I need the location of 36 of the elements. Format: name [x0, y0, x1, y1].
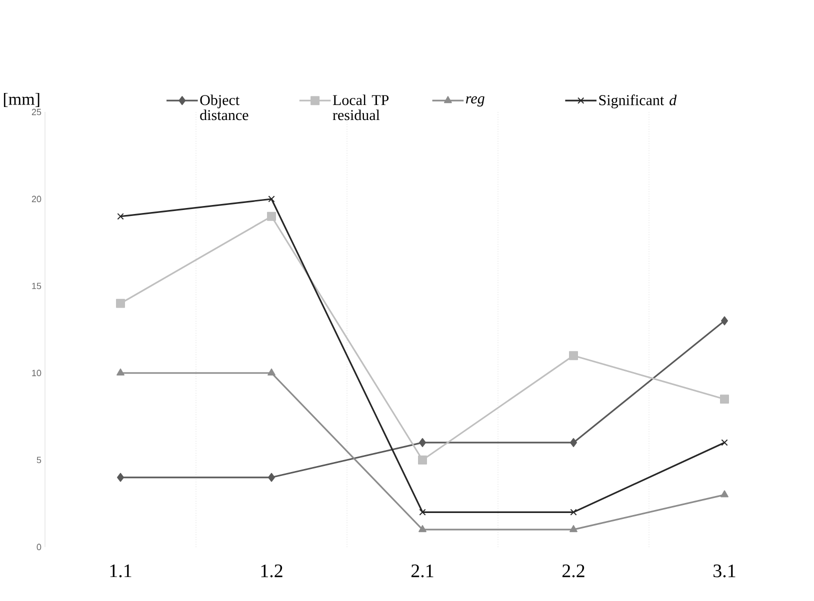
legend-label: Significant d — [599, 94, 677, 108]
point — [570, 525, 578, 532]
point — [720, 394, 729, 404]
point — [116, 298, 126, 308]
x-tick-label: 3.1 — [714, 564, 736, 578]
y-tick-label: 25 — [32, 108, 42, 116]
point — [419, 438, 426, 448]
point — [418, 525, 426, 532]
point — [721, 316, 728, 326]
legend-label: Local TP residual — [332, 94, 389, 120]
y-tick-label: 15 — [32, 282, 42, 290]
point — [116, 368, 124, 376]
point — [419, 508, 426, 516]
y-axis-title: [mm] — [4, 92, 40, 108]
point — [117, 472, 124, 482]
point — [117, 213, 124, 220]
legend-label: Object distance — [200, 94, 248, 120]
x-tick-label: 1.2 — [261, 564, 282, 578]
point — [268, 196, 275, 202]
point — [721, 439, 728, 446]
point — [570, 508, 577, 516]
point — [720, 490, 728, 498]
y-tick-label: 20 — [32, 196, 42, 202]
point — [569, 351, 578, 360]
point — [268, 368, 276, 376]
y-tick-label: 0 — [36, 544, 42, 550]
x-tick-label: 1.1 — [110, 564, 132, 578]
point — [268, 472, 276, 482]
point — [418, 455, 428, 464]
legend-label: reg — [466, 96, 484, 107]
point — [267, 212, 276, 221]
x-tick-label: 2.1 — [411, 564, 434, 578]
x-tick-label: 2.2 — [562, 564, 584, 578]
point — [570, 438, 577, 448]
y-tick-label: 5 — [36, 456, 42, 464]
y-tick-label: 10 — [32, 370, 42, 376]
